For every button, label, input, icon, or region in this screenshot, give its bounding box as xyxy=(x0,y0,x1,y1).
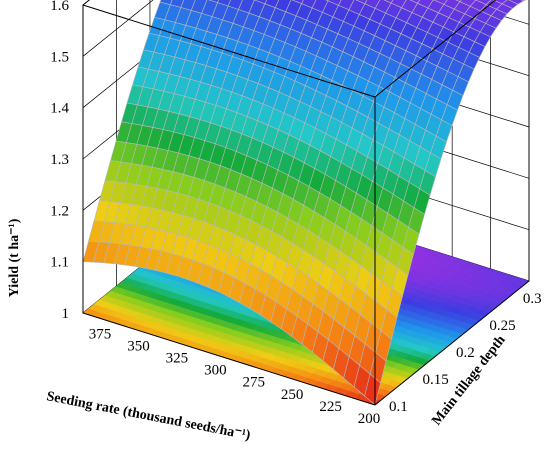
tick-labels: 1 1.1 1.2 1.3 1.4 1.5 1.6 200 225 250 275 300 325 350… xyxy=(50,0,541,427)
z-tick-label: 1.6 xyxy=(50,0,69,14)
box-edge xyxy=(82,4,376,98)
x-tick-label: 225 xyxy=(319,399,342,415)
box-front-edges xyxy=(82,0,530,406)
z-tick-label: 1.4 xyxy=(50,101,69,117)
box-edge xyxy=(374,0,497,98)
x-tick-label: 200 xyxy=(358,411,381,427)
box-edge xyxy=(374,280,530,406)
x-axis-title: Seeding rate (thousand seeds/ha⁻¹) xyxy=(45,389,252,443)
x-tick-label: 350 xyxy=(127,338,150,354)
z-tick-label: 1.5 xyxy=(50,49,69,65)
z-axis-title: Yield (t ha⁻¹) xyxy=(7,218,22,297)
y-tick-label: 0.3 xyxy=(523,291,542,307)
x-tick-label: 325 xyxy=(166,350,189,366)
yield-surface xyxy=(82,0,527,406)
z-tick-label: 1.3 xyxy=(50,152,69,168)
x-tick-label: 275 xyxy=(242,375,265,391)
y-tick-label: 0.15 xyxy=(422,372,448,388)
x-tick-label: 300 xyxy=(204,363,227,379)
y-tick-label: 0.2 xyxy=(456,345,475,361)
surface-cell xyxy=(364,373,381,406)
z-tick-label: 1 xyxy=(62,306,70,322)
z-gridline xyxy=(82,0,530,57)
y-tick-label: 0.1 xyxy=(389,399,408,415)
box-edge xyxy=(82,312,376,406)
z-tick-label: 1.1 xyxy=(50,255,69,271)
x-tick-label: 375 xyxy=(89,326,112,342)
z-tick-label: 1.2 xyxy=(50,203,69,219)
x-tick-label: 250 xyxy=(281,387,304,403)
y-tick-label: 0.25 xyxy=(489,318,515,334)
